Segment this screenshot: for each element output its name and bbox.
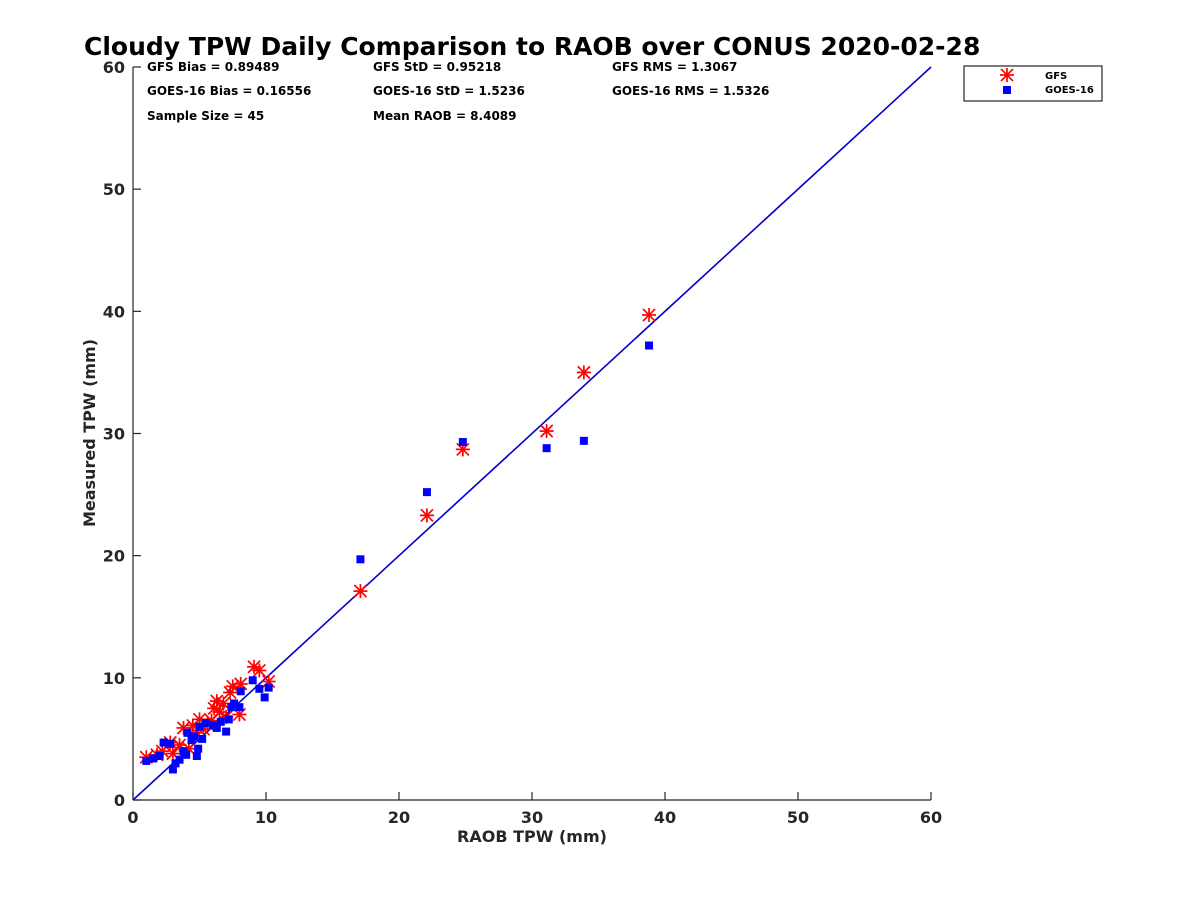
legend-box [963,65,1103,102]
goes16-point [182,750,191,759]
legend-goes-label: GOES-16 [1045,85,1094,96]
x-tick-label: 20 [388,808,410,827]
goes16-series [142,341,654,774]
legend-gfs-asterisk [1000,68,1014,82]
goes16-point [230,699,239,708]
y-tick-label: 60 [103,58,125,77]
gfs-point [419,508,434,523]
x-tick-label: 0 [127,808,138,827]
goes16-point [142,756,151,765]
y-tick-label: 0 [114,791,125,810]
y-tick-label: 20 [103,547,125,566]
goes16-point [224,715,233,724]
stat-gfs-bias: GFS Bias = 0.89489 [147,60,279,74]
y-axis-label: Measured TPW (mm) [80,339,99,527]
gfs-point [353,584,368,599]
goes16-point [159,738,168,747]
goes16-point [148,754,157,763]
goes16-point [155,752,164,761]
stat-sample-size: Sample Size = 45 [147,109,264,123]
stat-goes-rms: GOES-16 RMS = 1.5326 [612,84,769,98]
goes16-point [216,717,225,726]
goes16-point [422,488,431,497]
goes16-point [235,703,244,712]
stat-mean-raob: Mean RAOB = 8.4089 [373,109,517,123]
goes16-point [175,755,184,764]
goes16-point [236,687,245,696]
x-tick-label: 40 [654,808,676,827]
y-tick-label: 10 [103,669,125,688]
goes16-point [248,676,257,685]
x-tick-label: 10 [255,808,277,827]
stat-goes-std: GOES-16 StD = 1.5236 [373,84,525,98]
x-tick-label: 30 [521,808,543,827]
legend-goes-marker [1003,86,1011,94]
goes16-point [195,722,204,731]
goes16-point [645,341,654,350]
goes16-point [192,752,201,761]
y-tick-label: 30 [103,425,125,444]
goes16-point [198,734,207,743]
goes16-point [183,728,192,737]
goes16-point [212,723,221,732]
goes16-point [579,436,588,445]
stat-gfs-rms: GFS RMS = 1.3067 [612,60,737,74]
goes16-point [194,744,203,753]
legend-gfs-marker [1000,68,1014,82]
goes16-point [190,732,199,741]
x-tick-label: 60 [920,808,942,827]
goes16-point [222,727,231,736]
goes16-point [202,719,211,728]
x-axis-label: RAOB TPW (mm) [457,827,607,846]
goes16-point [542,444,551,453]
gfs-point [642,307,657,322]
y-tick-label: 50 [103,180,125,199]
goes16-point [264,683,273,692]
chart-title: Cloudy TPW Daily Comparison to RAOB over… [84,32,980,61]
legend-goes-square [1003,86,1011,94]
goes16-point [458,438,467,447]
gfs-point [576,365,591,380]
goes16-point [356,555,365,564]
legend-gfs-label: GFS [1045,71,1067,82]
gfs-point [539,424,554,439]
gfs-point [252,663,267,678]
axis-ticks: 0 10 20 30 40 50 60 0 10 20 30 40 50 60 [103,58,942,827]
y-tick-label: 40 [103,302,125,321]
plot-area: 0 10 20 30 40 50 60 0 10 20 30 40 50 60 [103,58,942,827]
gfs-point [233,676,248,691]
goes16-point [260,693,269,702]
stat-gfs-std: GFS StD = 0.95218 [373,60,501,74]
legend: GFS GOES-16 [963,65,1103,102]
x-tick-label: 50 [787,808,809,827]
goes16-point [168,765,177,774]
stat-goes-bias: GOES-16 Bias = 0.16556 [147,84,311,98]
goes16-point [255,684,264,693]
goes16-point [166,739,175,748]
stats-block: GFS Bias = 0.89489 GFS StD = 0.95218 GFS… [147,60,769,123]
